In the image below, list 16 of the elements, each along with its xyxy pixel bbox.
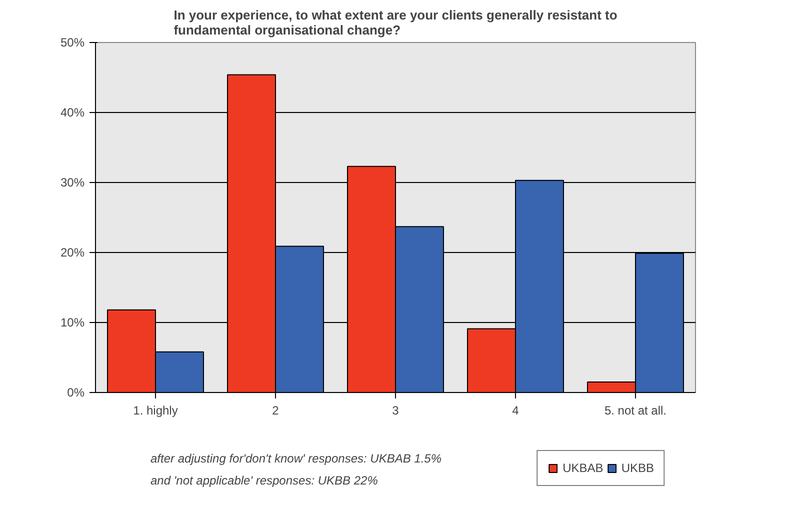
x-tick-label: 2 [272, 404, 280, 418]
y-tick-label: 50% [60, 36, 85, 50]
y-tick-label: 0% [67, 386, 85, 400]
text: after adjusting for'don't know' responses: UKBAB 1.5% [150, 452, 442, 466]
x-tick-label: 3 [392, 404, 400, 418]
legend-label: UKBAB [562, 461, 604, 475]
y-tick-label: 20% [60, 246, 85, 260]
x-tick-label: 5. not at all. [604, 404, 667, 418]
y-tick-label: 40% [60, 106, 85, 120]
chart-title: In your experience, to what extent are your clients generally resistant to fundamental organisational change? [174, 8, 618, 38]
y-tick-label: 30% [60, 176, 85, 190]
text: and 'not applicable' responses: UKBB 22% [150, 474, 378, 488]
x-tick-label: 4 [512, 404, 520, 418]
x-tick-label: 1. highly [133, 404, 178, 418]
legend-label: UKBB [621, 461, 654, 475]
y-tick-label: 10% [60, 316, 85, 330]
